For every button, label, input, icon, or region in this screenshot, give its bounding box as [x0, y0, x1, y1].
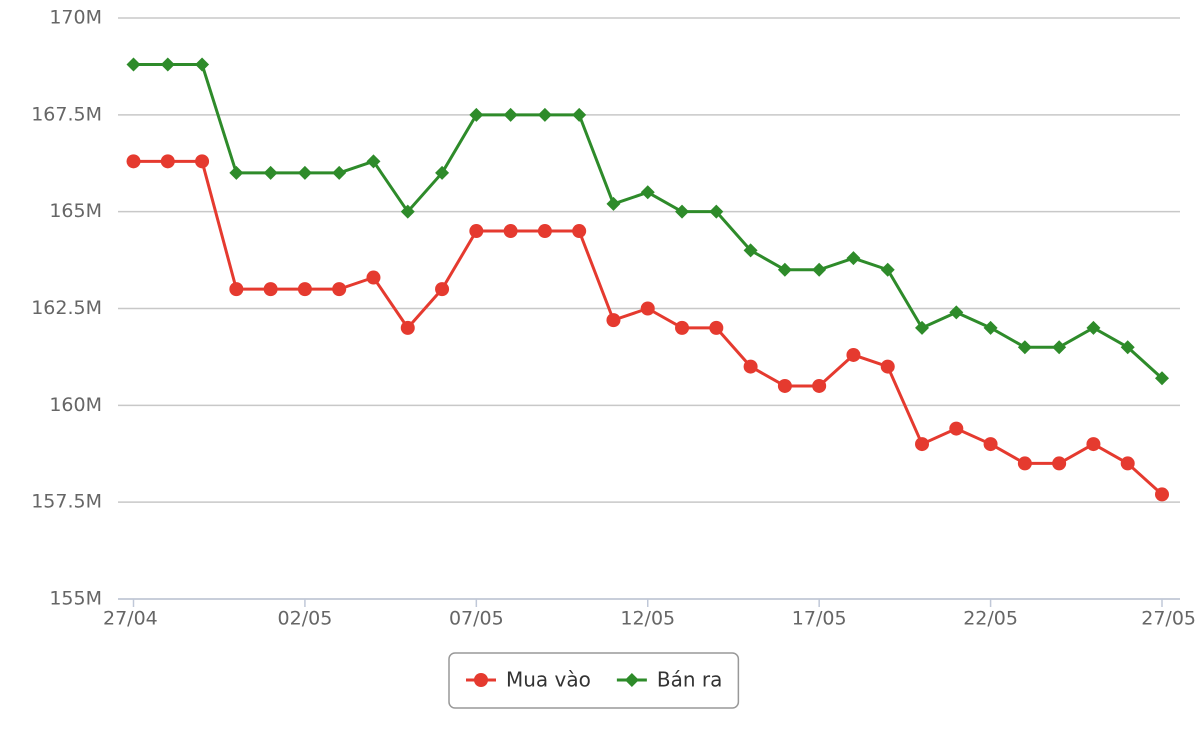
legend-box — [448, 652, 740, 709]
marker — [624, 673, 639, 687]
marker — [777, 262, 792, 277]
y-tick-label: 165M — [49, 200, 102, 222]
marker — [1155, 371, 1169, 386]
marker — [297, 165, 312, 180]
marker — [949, 421, 964, 436]
marker — [1052, 340, 1067, 355]
legend-label: Mua vào — [506, 668, 591, 692]
marker — [846, 251, 861, 266]
marker — [606, 196, 621, 211]
x-tick-label: 07/05 — [449, 608, 504, 630]
marker — [126, 57, 141, 72]
marker — [263, 165, 278, 180]
marker — [332, 282, 347, 297]
x-tick-label: 22/05 — [963, 608, 1018, 630]
marker — [195, 154, 210, 169]
marker — [229, 282, 244, 297]
marker — [366, 154, 381, 169]
marker — [469, 107, 484, 122]
marker — [126, 154, 141, 169]
y-tick-label: 162.5M — [31, 297, 102, 319]
marker — [537, 107, 552, 122]
marker — [880, 359, 895, 374]
marker — [949, 305, 964, 320]
marker — [1086, 320, 1101, 335]
marker — [366, 270, 381, 285]
series-line — [133, 62, 1164, 380]
marker — [400, 320, 415, 335]
marker — [983, 437, 998, 452]
marker — [572, 224, 587, 239]
marker — [1052, 456, 1067, 471]
y-tick-label: 167.5M — [31, 103, 102, 125]
marker — [474, 673, 488, 687]
marker — [503, 107, 518, 122]
y-tick-label: 160M — [49, 394, 102, 416]
marker — [160, 154, 175, 169]
marker — [675, 204, 690, 219]
marker — [537, 224, 552, 239]
x-tick-label: 12/05 — [620, 608, 675, 630]
y-tick-label: 170M — [49, 7, 102, 29]
legend: Mua vào Bán ra — [448, 652, 740, 709]
marker — [297, 282, 312, 297]
marker — [915, 437, 930, 452]
marker — [812, 378, 827, 393]
marker — [743, 243, 758, 258]
marker — [1155, 487, 1169, 502]
marker — [983, 320, 998, 335]
marker — [229, 165, 244, 180]
marker — [400, 204, 415, 219]
marker — [469, 224, 484, 239]
marker — [915, 320, 930, 335]
marker — [435, 165, 450, 180]
y-tick-label: 155M — [49, 588, 102, 610]
x-tick-label: 27/05 — [1141, 608, 1196, 630]
marker — [1086, 437, 1101, 452]
marker — [880, 262, 895, 277]
marker — [709, 204, 724, 219]
marker — [1017, 340, 1032, 355]
x-tick-label: 27/04 — [103, 608, 158, 630]
x-tick-label: 17/05 — [792, 608, 847, 630]
marker — [160, 57, 175, 72]
marker — [263, 282, 278, 297]
marker — [640, 301, 655, 316]
marker — [812, 262, 827, 277]
marker — [435, 282, 450, 297]
marker — [1120, 340, 1135, 355]
legend-label: Bán ra — [657, 668, 723, 692]
marker — [846, 347, 861, 362]
marker — [195, 57, 210, 72]
marker — [743, 359, 758, 374]
marker — [709, 320, 724, 335]
marker — [503, 224, 518, 239]
marker — [640, 185, 655, 200]
marker — [777, 378, 792, 393]
y-tick-label: 157.5M — [31, 491, 102, 513]
marker — [675, 320, 690, 335]
marker — [606, 313, 621, 328]
marker — [332, 165, 347, 180]
marker — [1017, 456, 1032, 471]
marker — [1120, 456, 1135, 471]
x-tick-label: 02/05 — [278, 608, 333, 630]
marker — [572, 107, 587, 122]
